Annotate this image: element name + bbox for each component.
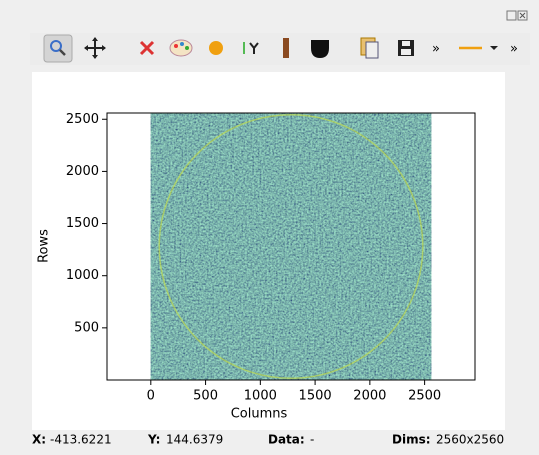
y-axis-label: Rows [37, 229, 52, 263]
x-tick-label: 0 [147, 389, 155, 404]
symbol-button[interactable] [209, 41, 223, 55]
y-axis-button[interactable] [243, 42, 259, 54]
x-tick-label: 1500 [299, 389, 332, 404]
x-tick-label: 2000 [353, 389, 386, 404]
y-tick-label: 500 [74, 320, 99, 335]
x-axis-label: Columns [231, 407, 288, 422]
axes-frame [106, 112, 476, 381]
zoom-button[interactable] [43, 34, 73, 63]
mask-button[interactable] [311, 40, 329, 58]
zoom-icon [50, 40, 62, 52]
clear-button[interactable] [139, 40, 155, 56]
x-label: X: [32, 433, 46, 447]
y-label: Y: [147, 433, 160, 447]
y-value: 144.6379 [166, 433, 223, 447]
plot: 0 500 1000 1500 2000 2500 500 1000 1500 2000 2500 [66, 112, 476, 404]
toolbar-overflow[interactable]: » [432, 42, 440, 57]
data-label: Data: [268, 433, 305, 447]
y-tick-label: 1000 [66, 268, 99, 283]
dims-value: 2560x2560 [436, 433, 504, 447]
toolbar-overflow[interactable]: » [510, 42, 518, 57]
image-ring [158, 113, 424, 380]
window-buttons[interactable] [506, 10, 528, 21]
colormap-button[interactable] [169, 39, 193, 57]
pan-button[interactable] [84, 37, 106, 59]
y-tick-label: 2000 [66, 164, 99, 179]
copy-button[interactable] [360, 37, 379, 59]
dims-label: Dims: [392, 433, 431, 447]
data-value: - [310, 433, 314, 447]
toolbar: » » [30, 33, 530, 65]
status-bar: X: -413.6221 Y: 144.6379 Data: - Dims: 2… [32, 433, 504, 447]
y-tick-label: 1500 [66, 216, 99, 231]
colorbar-button[interactable] [283, 38, 289, 58]
x-tick-label: 2500 [408, 389, 441, 404]
y-tick-label: 2500 [66, 112, 99, 127]
x-tick-label: 1000 [244, 389, 277, 404]
x-tick-label: 500 [193, 389, 218, 404]
save-button[interactable] [398, 40, 414, 56]
x-value: -413.6221 [50, 433, 112, 447]
image-texture [150, 113, 432, 380]
toolbar-bg [30, 33, 530, 65]
